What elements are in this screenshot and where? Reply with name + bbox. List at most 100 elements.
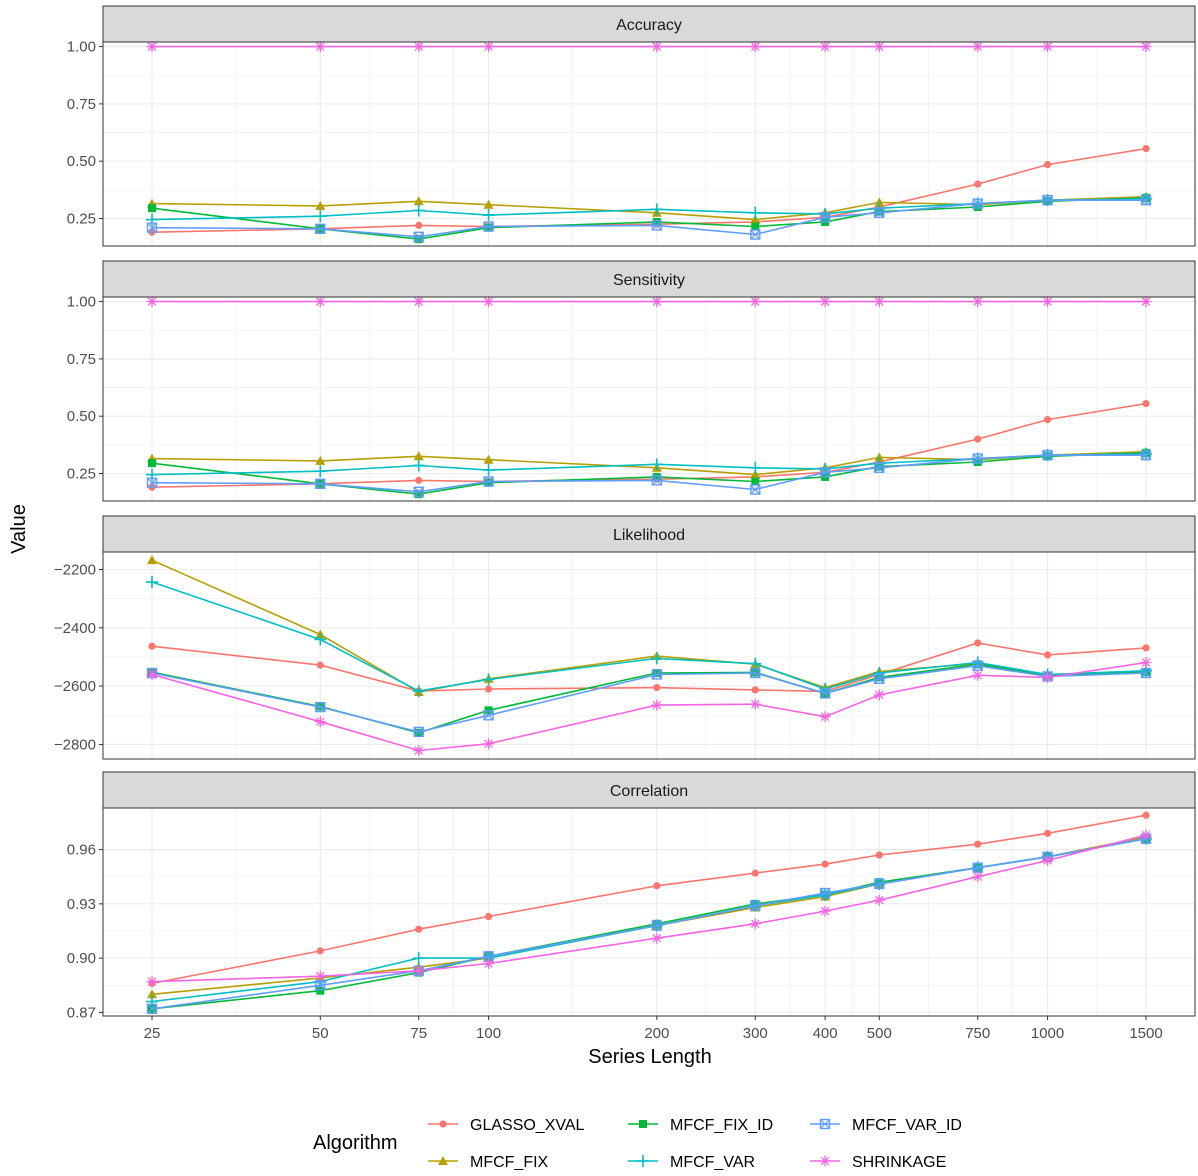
data-point bbox=[483, 296, 495, 308]
data-point bbox=[413, 41, 425, 53]
series-shrinkage bbox=[146, 296, 1152, 308]
data-point bbox=[651, 920, 663, 931]
data-point bbox=[819, 905, 831, 917]
data-point bbox=[413, 486, 424, 498]
data-point bbox=[316, 661, 324, 669]
data-point bbox=[873, 689, 885, 701]
x-axis: 25 50 75 100 200 300 400 500 750 1000 1500 bbox=[144, 1016, 1163, 1042]
panel-border bbox=[102, 296, 1196, 502]
data-point bbox=[483, 738, 495, 750]
data-point bbox=[1140, 667, 1152, 679]
data-point bbox=[413, 965, 425, 977]
data-point bbox=[146, 1003, 158, 1014]
legend-label: MFCF_FIX_ID bbox=[670, 1117, 773, 1134]
panel-border bbox=[102, 807, 1196, 1017]
data-point bbox=[875, 851, 883, 859]
data-point bbox=[873, 894, 885, 906]
x-axis-title: Series Length bbox=[588, 1046, 711, 1068]
legend-key-marker bbox=[438, 1156, 448, 1165]
data-point bbox=[146, 576, 158, 589]
data-point bbox=[750, 214, 761, 224]
data-point bbox=[147, 555, 157, 565]
data-point bbox=[750, 484, 761, 495]
data-point bbox=[972, 871, 984, 883]
data-point bbox=[874, 197, 885, 207]
legend: Algorithm GLASSO_XVAL MFCF_FIX MFCF_FIX_ID… bbox=[313, 1117, 962, 1171]
data-point bbox=[1142, 811, 1150, 819]
data-point bbox=[651, 475, 663, 486]
data-point bbox=[315, 200, 326, 210]
panel-title: Correlation bbox=[610, 783, 688, 800]
data-point bbox=[873, 41, 885, 53]
series-shrinkage bbox=[146, 41, 1152, 53]
data-point bbox=[146, 477, 158, 488]
legend-label: GLASSO_XVAL bbox=[470, 1117, 585, 1134]
legend-item-mfcf-var: MFCF_VAR bbox=[628, 1154, 755, 1171]
data-point bbox=[412, 204, 425, 217]
data-point bbox=[819, 296, 831, 308]
x-tick-label: 1500 bbox=[1129, 1025, 1162, 1042]
data-point bbox=[652, 472, 661, 481]
data-point bbox=[819, 688, 831, 699]
x-tick-label: 750 bbox=[965, 1025, 990, 1042]
data-point bbox=[415, 221, 423, 229]
legend-item-glasso-xval: GLASSO_XVAL bbox=[428, 1117, 585, 1134]
data-point bbox=[414, 728, 423, 737]
data-point bbox=[1043, 651, 1052, 659]
data-point bbox=[750, 229, 761, 240]
gridlines bbox=[103, 552, 1195, 759]
data-point bbox=[749, 461, 762, 474]
data-point bbox=[146, 976, 158, 988]
y-tick-label: 1.00 bbox=[67, 294, 96, 311]
data-point bbox=[974, 639, 982, 647]
data-point bbox=[148, 459, 156, 468]
panel-title: Likelihood bbox=[613, 527, 685, 544]
data-point bbox=[314, 465, 327, 478]
y-tick-label: 0.75 bbox=[67, 96, 96, 113]
legend-title: Algorithm bbox=[313, 1132, 397, 1154]
legend-item-mfcf-fix: MFCF_FIX bbox=[428, 1154, 549, 1171]
data-point bbox=[483, 710, 494, 721]
legend-key-marker bbox=[819, 1155, 831, 1167]
data-point bbox=[483, 958, 495, 970]
data-point bbox=[651, 932, 663, 944]
data-point bbox=[314, 41, 326, 53]
data-point bbox=[484, 478, 493, 487]
legend-label: SHRINKAGE bbox=[852, 1154, 946, 1171]
data-point bbox=[483, 476, 494, 487]
data-point bbox=[413, 196, 424, 206]
data-point bbox=[414, 490, 423, 499]
x-tick-label: 300 bbox=[743, 1025, 768, 1042]
y-axis: 0.25 0.50 0.75 1.00 bbox=[67, 39, 103, 227]
data-point bbox=[414, 235, 423, 244]
data-point bbox=[1142, 399, 1150, 408]
panel-likelihood: Likelihood −2800 −2600 −2400 −2200 bbox=[54, 515, 1196, 760]
data-point bbox=[751, 222, 760, 231]
data-point bbox=[972, 296, 984, 308]
legend-key-marker bbox=[819, 1118, 831, 1130]
data-point bbox=[483, 454, 494, 464]
series-mfcf-var-id bbox=[146, 833, 1152, 1014]
data-point bbox=[413, 451, 424, 461]
panel-strip bbox=[102, 260, 1196, 298]
data-point bbox=[974, 180, 982, 188]
data-point bbox=[315, 478, 326, 490]
data-point bbox=[821, 860, 829, 868]
data-point bbox=[1042, 854, 1054, 866]
data-point bbox=[653, 882, 661, 890]
data-point bbox=[315, 701, 326, 713]
data-point bbox=[749, 296, 761, 308]
series-group bbox=[146, 555, 1152, 757]
data-point bbox=[147, 989, 157, 999]
y-tick-label: 0.75 bbox=[67, 351, 96, 368]
y-tick-label: 1.00 bbox=[67, 39, 96, 56]
x-tick-label: 100 bbox=[476, 1025, 501, 1042]
data-point bbox=[483, 199, 494, 209]
data-point bbox=[483, 221, 494, 232]
x-tick-label: 1000 bbox=[1031, 1025, 1064, 1042]
panel-background bbox=[103, 297, 1195, 501]
data-point bbox=[651, 669, 663, 680]
x-tick-label: 50 bbox=[312, 1025, 329, 1042]
data-point bbox=[650, 652, 663, 665]
